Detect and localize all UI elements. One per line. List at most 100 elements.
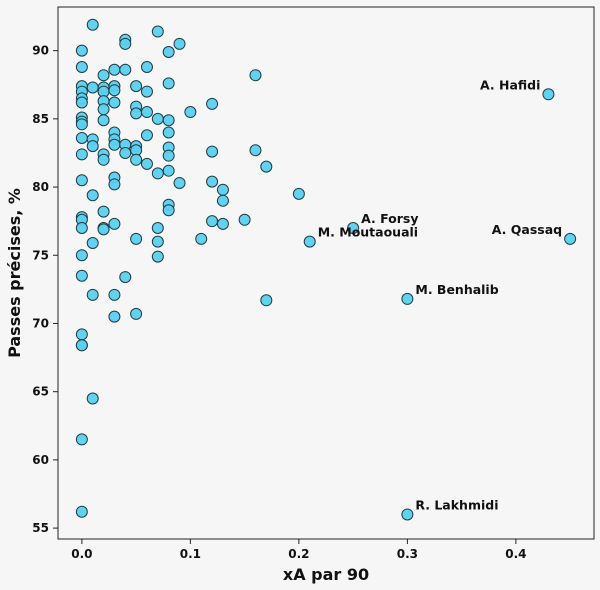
y-tick-label: 55 [32, 521, 49, 535]
data-point [173, 176, 186, 189]
data-point [162, 77, 175, 90]
y-tick-label: 75 [32, 248, 49, 262]
data-point [151, 167, 164, 180]
data-point [140, 106, 153, 119]
data-point [303, 235, 316, 248]
data-point [75, 249, 88, 262]
data-point [195, 232, 208, 245]
data-point-label: A. Forsy [361, 211, 418, 226]
data-point [108, 96, 121, 109]
data-point [108, 178, 121, 191]
x-tick-label: 0.0 [71, 547, 92, 561]
y-axis-title: Passes précises, % [5, 188, 24, 358]
data-point [206, 145, 219, 158]
data-points [75, 18, 577, 521]
data-point [140, 61, 153, 74]
data-point [86, 392, 99, 405]
data-point [206, 97, 219, 110]
data-point [97, 205, 110, 218]
data-point [130, 80, 143, 93]
data-point [75, 269, 88, 282]
data-point [401, 508, 414, 521]
data-point [162, 126, 175, 139]
data-point [75, 61, 88, 74]
data-point [75, 96, 88, 109]
data-point [75, 328, 88, 341]
data-point [86, 236, 99, 249]
data-point [542, 88, 555, 101]
data-point [86, 81, 99, 94]
data-point [216, 217, 229, 230]
plot-frame [57, 6, 595, 540]
data-point [97, 153, 110, 166]
data-point [260, 160, 273, 173]
data-point [75, 433, 88, 446]
data-point [86, 189, 99, 202]
data-point [75, 44, 88, 57]
data-point [119, 63, 132, 76]
data-point [238, 213, 251, 226]
data-point [108, 63, 121, 76]
data-point [75, 118, 88, 131]
data-point [75, 174, 88, 187]
y-tick-label: 90 [32, 44, 49, 58]
data-point [151, 250, 164, 263]
data-point [206, 215, 219, 228]
data-point [119, 37, 132, 50]
data-point [130, 232, 143, 245]
data-point [162, 46, 175, 59]
data-point-label: R. Lakhmidi [415, 497, 498, 512]
data-point [401, 292, 414, 305]
y-tick-label: 60 [32, 453, 49, 467]
data-point [249, 69, 262, 82]
data-point [75, 131, 88, 144]
data-point [119, 271, 132, 284]
data-point [292, 187, 305, 200]
data-point [151, 221, 164, 234]
data-point [75, 339, 88, 352]
x-tick-label: 0.1 [180, 547, 201, 561]
data-point [97, 103, 110, 116]
data-point [140, 157, 153, 170]
y-tick-label: 70 [32, 316, 49, 330]
data-point [108, 138, 121, 151]
data-point [97, 69, 110, 82]
data-point [151, 25, 164, 38]
y-tick-label: 80 [32, 180, 49, 194]
data-point [347, 221, 360, 234]
data-point [564, 232, 577, 245]
data-point [151, 235, 164, 248]
data-point-label: A. Qassaq [492, 222, 562, 237]
data-point [75, 505, 88, 518]
data-point [108, 84, 121, 97]
data-point [108, 310, 121, 323]
data-point [162, 204, 175, 217]
data-point [216, 194, 229, 207]
data-point [108, 217, 121, 230]
data-point [162, 149, 175, 162]
data-point [206, 175, 219, 188]
data-point-label: M. Moutaouali [318, 225, 418, 240]
data-point [162, 114, 175, 127]
data-point [119, 146, 132, 159]
data-point [130, 107, 143, 120]
x-tick-label: 0.4 [505, 547, 526, 561]
y-tick-label: 65 [32, 385, 49, 399]
axis-ticks: 0.0 0.1 0.2 0.3 0.4 55 60 65 70 75 80 85 90 [32, 44, 526, 561]
data-point [130, 307, 143, 320]
data-point [97, 223, 110, 236]
data-point [86, 140, 99, 153]
data-point [249, 144, 262, 157]
x-axis-title: xA par 90 [283, 565, 369, 584]
data-point [173, 37, 186, 50]
data-point [130, 153, 143, 166]
x-tick-label: 0.3 [397, 547, 418, 561]
data-point [86, 18, 99, 31]
data-point-label: M. Benhalib [415, 282, 498, 297]
data-point [75, 148, 88, 161]
data-point [216, 183, 229, 196]
data-point [108, 288, 121, 301]
x-tick-label: 0.2 [288, 547, 309, 561]
